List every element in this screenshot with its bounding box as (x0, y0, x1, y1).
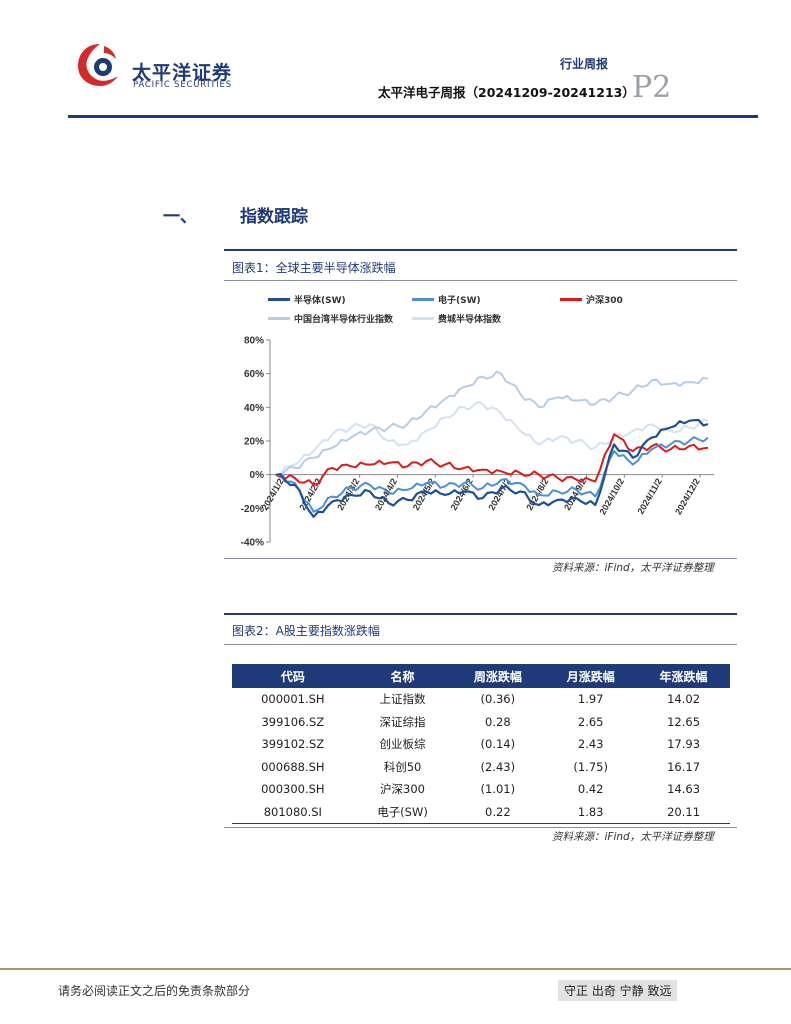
figure2-caption-rule (224, 644, 737, 645)
figure2-bottom-rule (224, 827, 737, 828)
y-tick-label: 60% (244, 369, 264, 380)
y-tick-label: 20% (244, 437, 264, 448)
series-line (275, 436, 709, 513)
cell-year: 20.11 (637, 800, 730, 824)
cell-code: 801080.SI (232, 800, 354, 824)
legend-swatch (268, 298, 290, 301)
legend-item-semiconductor-sw: 半导体(SW) (268, 293, 346, 306)
column-header: 年涨跌幅 (637, 664, 730, 688)
column-header: 代码 (232, 664, 354, 688)
x-tick-label: 2024/1/2 (260, 477, 286, 512)
y-tick-label: 40% (244, 403, 264, 414)
footer-disclaimer: 请务必阅读正文之后的免责条款部分 (58, 984, 251, 998)
table-row: 399106.SZ 深证综指 0.28 2.65 12.65 (232, 711, 730, 734)
cell-year: 17.93 (667, 737, 701, 752)
cell-week: (0.14) (480, 737, 516, 752)
figure1-bottom-rule (224, 558, 737, 559)
y-tick-label: 0% (250, 470, 265, 481)
cell-name: 电子(SW) (353, 800, 452, 824)
section-number: 一、 (163, 207, 197, 227)
cell-month: 1.97 (577, 692, 604, 707)
legend-item-taiwan-semiconductor: 中国台湾半导体行业指数 (268, 312, 393, 325)
footer-rule (0, 968, 791, 970)
figure2-top-rule (224, 613, 737, 615)
cell-month: 2.65 (577, 714, 604, 729)
cell-week: 0.28 (485, 714, 511, 729)
x-tick-label: 2024/6/2 (449, 477, 475, 512)
cell-week: (2.43) (480, 759, 516, 774)
table-row: 801080.SI 电子(SW) 0.22 1.83 20.11 (232, 800, 730, 824)
column-header: 月涨跌幅 (544, 664, 638, 688)
cell-year: 16.17 (667, 759, 701, 774)
series-line (275, 400, 709, 476)
cell-name: 上证指数 (379, 692, 426, 707)
table-row: 000688.SH 科创50 (2.43) (1.75) 16.17 (232, 756, 730, 779)
x-tick-label: 2024/11/2 (635, 477, 663, 516)
figure1-source: 资料来源：iFind，太平洋证券整理 (552, 562, 714, 574)
legend-swatch (412, 298, 434, 301)
cell-year: 12.65 (667, 714, 701, 729)
column-header: 周涨跌幅 (451, 664, 545, 688)
legend-label: 沪深300 (586, 296, 623, 306)
series-line (275, 370, 709, 477)
report-type: 行业周报 (560, 57, 609, 71)
cell-code: 399102.SZ (261, 737, 325, 752)
cell-name: 深证综指 (379, 714, 426, 729)
figure2-caption: 图表2：A股主要指数涨跌幅 (232, 624, 380, 638)
table-header-row: 代码 名称 周涨跌幅 月涨跌幅 年涨跌幅 (232, 664, 730, 688)
series-line (275, 418, 709, 518)
legend-swatch (560, 298, 582, 301)
report-title: 太平洋电子周报（20241209-20241213） (378, 85, 635, 100)
legend-swatch (412, 317, 434, 320)
a-share-index-table: 代码 名称 周涨跌幅 月涨跌幅 年涨跌幅 000001.SH 上证指数 (0.3… (232, 664, 730, 824)
y-tick-label: 80% (244, 336, 264, 347)
cell-month: 1.83 (544, 800, 638, 824)
y-tick-label: -20% (241, 504, 264, 515)
cell-code: 000688.SH (261, 759, 325, 774)
table-row: 000001.SH 上证指数 (0.36) 1.97 14.02 (232, 688, 730, 711)
figure1-top-rule (224, 249, 737, 251)
section-title: 指数跟踪 (240, 207, 308, 227)
legend-label: 费城半导体指数 (438, 315, 502, 325)
cell-week: (0.36) (480, 692, 516, 707)
x-tick-label: 2024/12/2 (673, 477, 702, 517)
legend-swatch (268, 317, 290, 320)
cell-code: 000001.SH (261, 692, 325, 707)
figure2-source: 资料来源：iFind，太平洋证券整理 (552, 831, 714, 843)
x-tick-label: 2024/4/2 (373, 477, 399, 512)
page-number: P2 (632, 70, 672, 105)
figure1-caption: 图表1：全球主要半导体涨跌幅 (232, 261, 396, 275)
legend-label: 电子(SW) (438, 296, 481, 306)
y-tick-label: -40% (241, 538, 264, 549)
footer-motto: 守正 出奇 宁静 致远 (558, 980, 678, 1001)
series-line (275, 433, 709, 486)
header-rule (68, 115, 758, 118)
legend-item-csi300: 沪深300 (560, 293, 623, 306)
cell-month: (1.75) (573, 759, 608, 774)
brand-name-en: PACIFIC SECURITIES (133, 80, 232, 90)
table-row: 399102.SZ 创业板综 (0.14) 2.43 17.93 (232, 733, 730, 756)
cell-name: 创业板综 (379, 737, 426, 752)
semiconductor-line-chart: 80%60%40%20%0%-20%-40%2024/1/2 2024/2/2 20… (241, 336, 714, 549)
cell-week: 0.22 (451, 800, 545, 824)
cell-name: 沪深300 (380, 782, 425, 797)
pacific-securities-logo (78, 44, 118, 86)
brand-name-cn: 太平洋证券 (132, 62, 233, 84)
legend-item-philadelphia-semiconductor: 费城半导体指数 (412, 312, 501, 325)
cell-code: 399106.SZ (261, 714, 325, 729)
figure1-caption-rule (224, 280, 737, 281)
table-row: 000300.SH 沪深300 (1.01) 0.42 14.63 (232, 778, 730, 801)
legend-label: 中国台湾半导体行业指数 (294, 315, 394, 325)
cell-month: 0.42 (577, 782, 604, 797)
cell-year: 14.02 (667, 692, 701, 707)
legend-label: 半导体(SW) (294, 296, 346, 306)
cell-year: 14.63 (667, 782, 701, 797)
column-header: 名称 (353, 664, 452, 688)
cell-code: 000300.SH (261, 782, 325, 797)
cell-week: (1.01) (480, 782, 516, 797)
cell-month: 2.43 (577, 737, 604, 752)
legend-item-electronics-sw: 电子(SW) (412, 293, 481, 306)
cell-name: 科创50 (383, 759, 422, 774)
